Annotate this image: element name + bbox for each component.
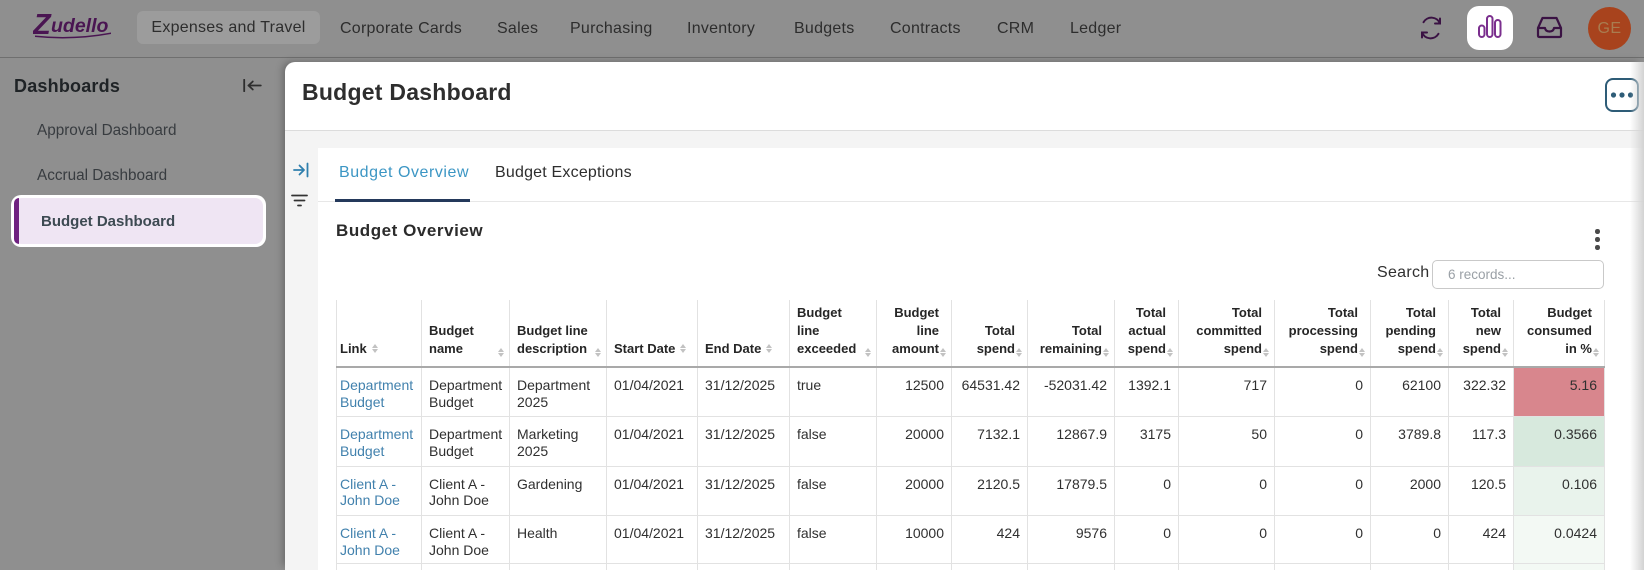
svg-text:Z: Z <box>33 9 52 40</box>
svg-text:udello: udello <box>51 15 109 37</box>
